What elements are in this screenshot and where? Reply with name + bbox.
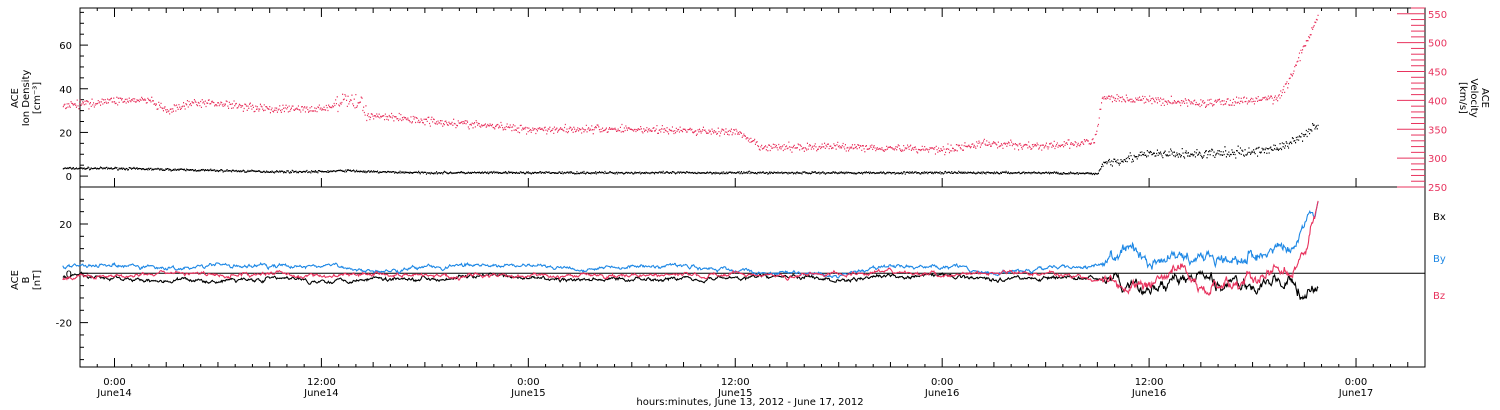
field-tick-label: 0 xyxy=(66,269,72,280)
field-line-bz xyxy=(62,200,1319,296)
x-tick-label-day: June14 xyxy=(303,388,339,399)
x-tick-label-day: June16 xyxy=(1131,388,1167,399)
legend-by: By xyxy=(1433,254,1446,265)
x-tick-label-day: June17 xyxy=(1338,388,1374,399)
x-tick-label-time: 0:00 xyxy=(931,377,953,388)
field-series-bz xyxy=(62,200,1319,296)
velocity-tick-label: 400 xyxy=(1428,96,1447,107)
plasma-panel-frame xyxy=(79,7,1426,188)
legend-bx: Bx xyxy=(1433,212,1446,223)
velocity-tick-label: 300 xyxy=(1428,154,1447,165)
x-tick-label-time: 12:00 xyxy=(1135,377,1164,388)
velocity-tick-label: 500 xyxy=(1428,39,1447,50)
field-tick-label: -20 xyxy=(56,319,72,330)
density-axis-label-line3: [cm⁻³] xyxy=(32,82,43,114)
x-tick-label-day: June15 xyxy=(510,388,546,399)
velocity-axis-label-line2: Velocity xyxy=(1468,78,1479,117)
velocity-axis-label-line3: [km/s] xyxy=(1457,82,1468,114)
field-legend: Bx By Bz xyxy=(1433,212,1446,302)
tick-layer: 0:00June1412:00June140:00June1512:00June… xyxy=(56,7,1447,399)
velocity-tick-label: 350 xyxy=(1428,125,1447,136)
density-tick-label: 0 xyxy=(66,172,72,183)
density-tick-label: 20 xyxy=(59,128,72,139)
density-axis-label: ACE Ion Density [cm⁻³] xyxy=(10,70,43,127)
density-series xyxy=(62,123,1319,176)
x-axis-label: hours:minutes, June 13, 2012 - June 17, … xyxy=(636,397,863,408)
field-axis-label-line2: B xyxy=(21,276,32,283)
velocity-axis-label-line1: ACE xyxy=(1479,88,1490,108)
x-tick-label-time: 0:00 xyxy=(103,377,125,388)
field-series-bx xyxy=(62,269,1319,301)
x-tick-label-time: 0:00 xyxy=(1345,377,1367,388)
field-tick-label: 20 xyxy=(59,220,72,231)
x-tick-label-time: 0:00 xyxy=(517,377,539,388)
density-tick-label: 40 xyxy=(59,85,72,96)
velocity-points xyxy=(62,14,1319,156)
x-tick-label-time: 12:00 xyxy=(721,377,750,388)
density-axis-label-line2: Ion Density xyxy=(21,70,32,127)
field-series-by xyxy=(62,201,1319,279)
density-axis-label-line1: ACE xyxy=(10,88,21,108)
velocity-tick-label: 550 xyxy=(1428,10,1447,21)
velocity-series xyxy=(62,14,1319,156)
field-line-by xyxy=(62,201,1319,279)
density-points xyxy=(62,123,1319,176)
field-axis-label-line1: ACE xyxy=(10,270,21,290)
field-axis-label: ACE B [nT] xyxy=(10,270,43,290)
velocity-axis-label: ACE Velocity [km/s] xyxy=(1457,78,1490,117)
field-axis-label-line3: [nT] xyxy=(32,270,43,290)
legend-bz: Bz xyxy=(1433,291,1445,302)
x-tick-label-day: June15 xyxy=(717,388,753,399)
velocity-tick-label: 250 xyxy=(1428,183,1447,194)
density-tick-label: 60 xyxy=(59,41,72,52)
field-line-bx xyxy=(62,269,1319,301)
x-tick-label-day: June14 xyxy=(96,388,132,399)
data-layer xyxy=(62,14,1319,301)
velocity-tick-label: 450 xyxy=(1428,68,1447,79)
x-tick-label-time: 12:00 xyxy=(307,377,336,388)
field-panel-frame xyxy=(79,186,1426,368)
x-tick-label-day: June16 xyxy=(924,388,960,399)
